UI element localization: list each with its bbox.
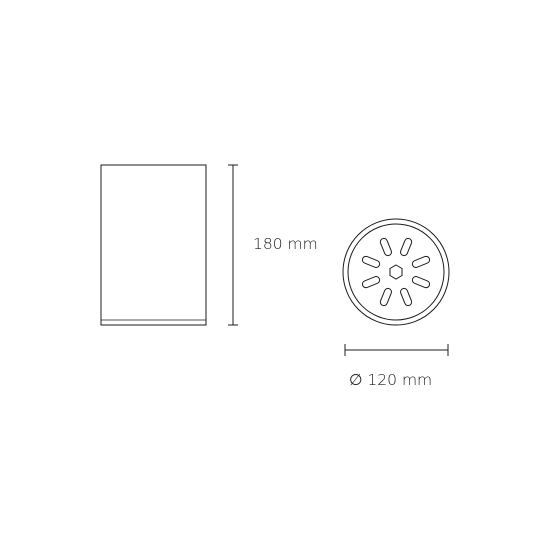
vent-slot: [379, 237, 392, 257]
inner-rim-circle: [347, 223, 445, 321]
side-view: [100, 164, 207, 326]
vent-slot-group: [361, 237, 431, 307]
diameter-dimension-label: ∅ 120 mm: [349, 371, 432, 389]
vent-slot: [379, 287, 392, 307]
center-hex-nut: [389, 264, 403, 280]
top-view: [342, 218, 450, 326]
diameter-dimension: ∅ 120 mm: [344, 344, 449, 389]
vent-slot: [411, 255, 431, 268]
vent-slot: [361, 276, 381, 289]
height-dimension: 180 mm: [228, 164, 318, 326]
cylinder-body-outline: [100, 164, 207, 326]
vent-slot: [411, 276, 431, 289]
vent-slot: [361, 255, 381, 268]
vent-slot: [400, 237, 413, 257]
height-dimension-label: 180 mm: [253, 235, 318, 253]
vent-slot: [400, 287, 413, 307]
outer-rim-circle: [342, 218, 450, 326]
